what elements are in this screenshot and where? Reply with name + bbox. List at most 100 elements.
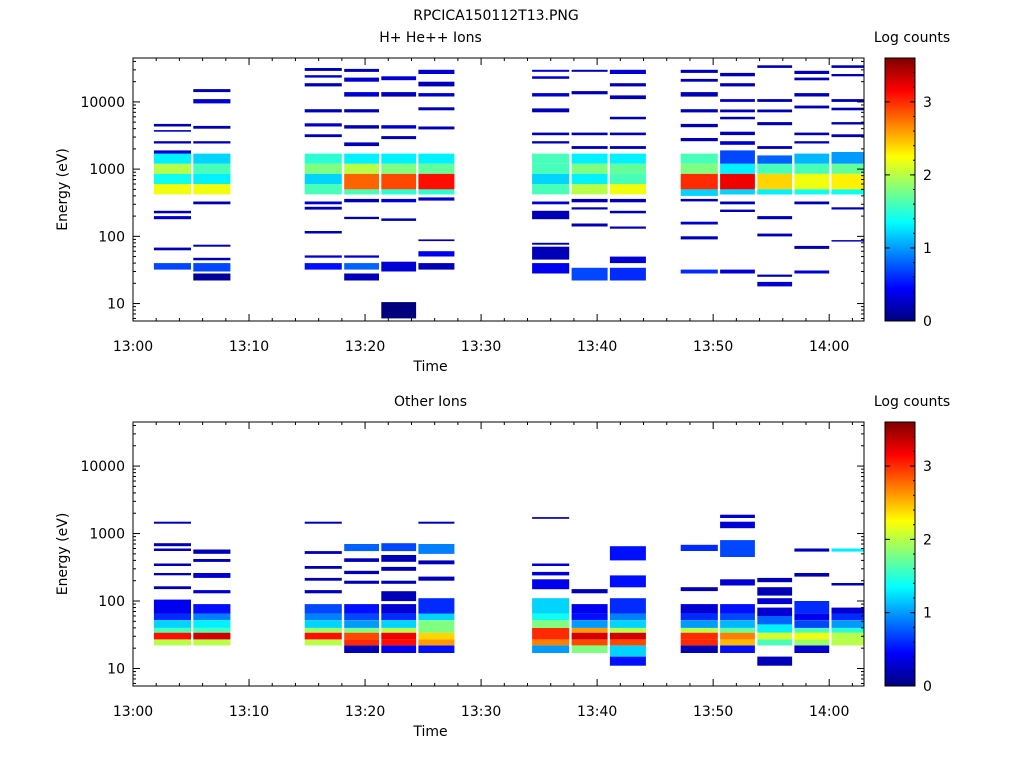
heatmap-cell [381,627,417,633]
heatmap-cell [680,639,718,646]
heatmap-cell [680,123,718,128]
heatmap-cell [381,543,417,552]
heatmap-cell [418,598,455,614]
heatmap-cell [794,620,830,628]
heatmap-cell [304,75,342,78]
heatmap-cell [532,93,570,97]
heatmap-cell [609,116,646,120]
y-axis-label: Energy (eV) [55,148,71,231]
colorbar-label: Log counts [874,394,950,410]
heatmap-cell [680,269,718,274]
heatmap-cell [532,598,570,614]
heatmap-cell [193,99,231,104]
heatmap-cell [794,601,830,614]
heatmap-cell [831,548,864,552]
heatmap-cell [794,573,830,577]
heatmap-cells [153,65,864,319]
heatmap-cell [344,263,379,270]
x-tick-label: 14:00 [809,704,849,720]
heatmap-cell [532,153,570,164]
heatmap-cell [418,263,455,270]
heatmap-cell [720,150,755,164]
heatmap-cell [381,566,417,571]
panel-1: 13:00 13:10 13:20 13:30 13:40 13:50 14:0010100… [55,30,950,375]
heatmap-cell [304,639,342,646]
heatmap-cell [418,627,455,633]
heatmap-cell [609,184,646,195]
colorbar: Log counts 0 1 2 3 [874,394,950,695]
panel-title: H+ He++ Ions [379,30,482,46]
heatmap-cell [794,613,830,621]
colorbar-gradient [884,57,916,322]
heatmap-cell [720,141,755,145]
heatmap-cell [532,613,570,621]
heatmap-cell [344,173,379,190]
heatmap-cell [680,69,718,73]
heatmap-cell [418,544,455,554]
heatmap-cell [831,122,864,125]
heatmap-cell [344,198,379,203]
heatmap-cell [304,551,342,554]
heatmap-cell [153,184,191,195]
heatmap-cell [418,69,455,74]
heatmap-cell [344,77,379,82]
heatmap-cell [831,163,864,174]
heatmap-cell [304,163,342,174]
heatmap-cell [831,639,864,646]
heatmap-cell [609,210,646,214]
heatmap-cell [609,256,646,264]
x-tick-label: 13:30 [461,704,501,720]
heatmap-cell [571,639,608,646]
heatmap-cell [831,627,864,633]
heatmap-cell [418,632,455,640]
heatmap-cell [344,92,379,97]
heatmap-cell [153,613,191,621]
heatmap-cell [757,109,793,113]
heatmap-cell [757,99,793,102]
colorbar-tick-label: 1 [923,241,932,257]
heatmap-cell [193,613,231,621]
heatmap-cell [418,197,455,201]
heatmap-cell [757,598,793,605]
heatmap-cell [609,656,646,666]
heatmap-cell [831,620,864,628]
heatmap-cell [153,639,191,646]
heatmap-cell [831,240,864,242]
heatmap-cell [532,627,570,640]
heatmap-cell [381,604,417,614]
heatmap-cell [794,93,830,97]
heatmap-cell [344,68,379,72]
heatmap-cell [609,198,646,203]
heatmap-cell [418,239,455,242]
heatmap-cell [609,627,646,633]
heatmap-cell [831,99,864,102]
heatmap-cell [193,273,231,281]
heatmap-cell [609,95,646,100]
heatmap-cell [680,173,718,190]
heatmap-cell [720,189,755,195]
heatmap-cell [153,123,191,127]
heatmap-cell [532,645,570,653]
heatmap-cell [720,269,755,274]
heatmap-cell [680,92,718,97]
colorbar-tick-label: 2 [923,168,932,184]
colorbar-tick-label: 3 [923,459,932,475]
heatmap-cell [304,620,342,628]
heatmap-cell [153,163,191,174]
x-tick-label: 13:00 [113,339,153,355]
heatmap-cell [720,627,755,633]
heatmap-cell [757,607,793,616]
heatmap-cell [344,255,379,258]
heatmap-cell [571,153,608,164]
heatmap-cell [532,69,570,72]
heatmap-cell [609,645,646,657]
heatmap-cell [609,83,646,87]
heatmap-cell [304,83,342,87]
heatmap-cell [609,598,646,614]
heatmap-cell [153,586,191,590]
heatmap-cell [680,632,718,640]
heatmap-cell [418,251,455,257]
heatmap-cell [381,163,417,174]
y-tick-label: 100 [98,229,125,245]
heatmap-cell [381,261,417,272]
